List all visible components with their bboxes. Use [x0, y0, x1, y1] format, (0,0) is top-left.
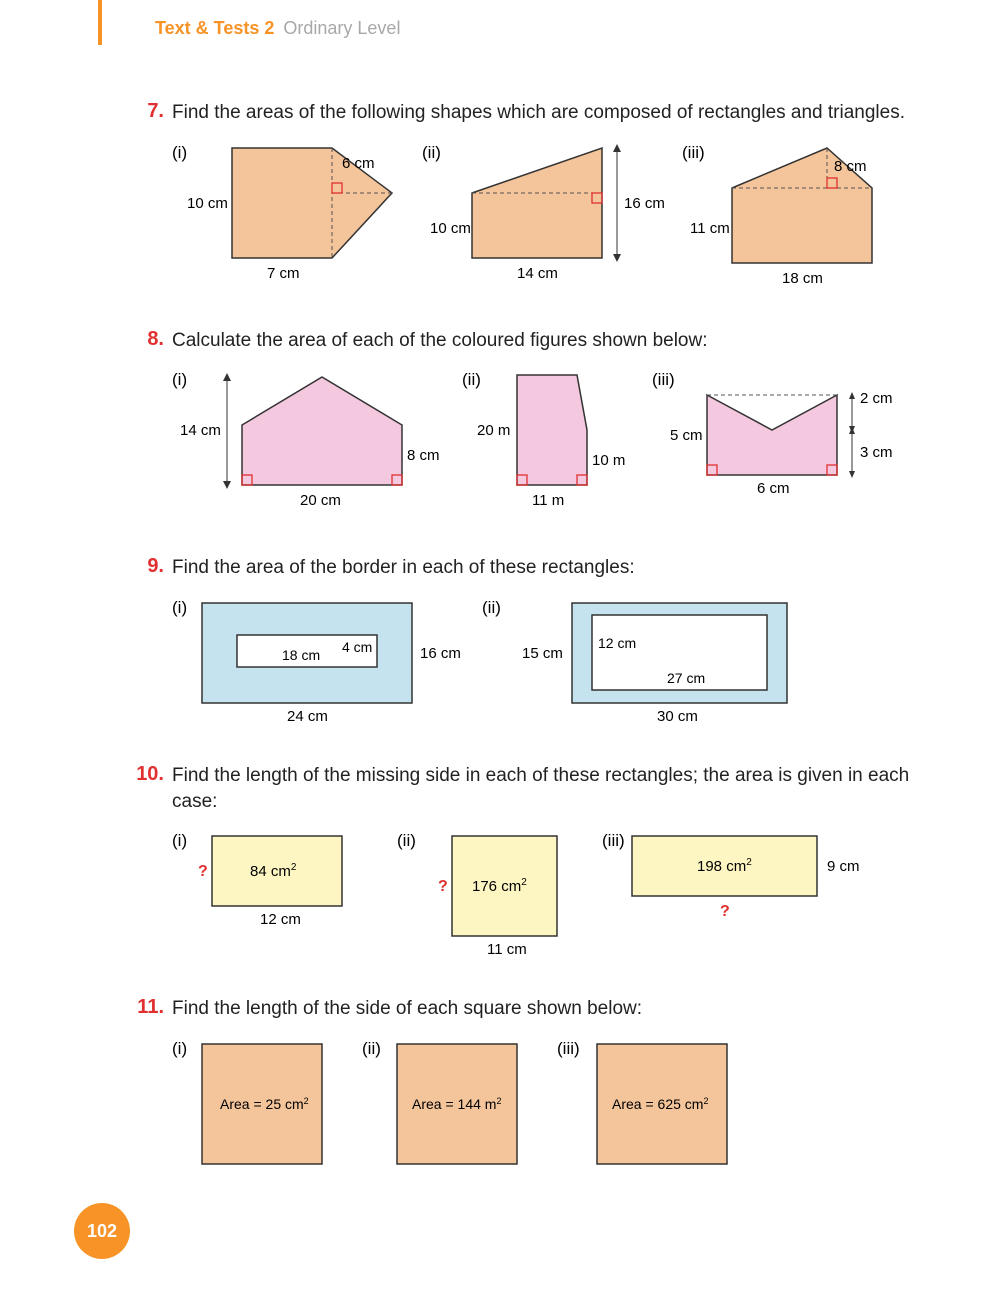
- question-9: 9. Find the area of the border in each o…: [130, 555, 910, 581]
- area-label: Area = 625 cm2: [612, 1096, 708, 1112]
- fig-label: (i): [172, 598, 187, 617]
- arrow-head: [223, 481, 231, 489]
- arrow-head: [613, 254, 621, 262]
- dim-label: 8 cm: [834, 158, 867, 175]
- area-label: 198 cm2: [697, 857, 752, 875]
- page-number-badge: 102: [74, 1203, 130, 1259]
- dim-label: 6 cm: [342, 155, 375, 172]
- arrow-head: [613, 144, 621, 152]
- q7-figures: (i) 6 cm 10 cm 7 cm (ii) 10 cm 16 cm 14 …: [172, 138, 910, 298]
- area-label: Area = 144 m2: [412, 1096, 501, 1112]
- question-number: 8.: [130, 328, 164, 354]
- missing-label: ?: [720, 903, 730, 920]
- dim-label: 18 cm: [282, 647, 320, 663]
- shape-ii: [472, 148, 602, 258]
- page-number: 102: [87, 1221, 117, 1242]
- dim-label: 16 cm: [420, 645, 461, 662]
- dim-label: 7 cm: [267, 265, 300, 282]
- fig-label: (iii): [557, 1039, 580, 1058]
- dim-label: 10 cm: [430, 220, 471, 237]
- question-text: Calculate the area of each of the colour…: [172, 328, 708, 354]
- dim-label: 6 cm: [757, 480, 790, 497]
- q7-svg: (i) 6 cm 10 cm 7 cm (ii) 10 cm 16 cm 14 …: [172, 138, 912, 298]
- page-header: Text & Tests 2 Ordinary Level: [155, 18, 400, 39]
- arrow-head: [223, 373, 231, 381]
- dim-label: 10 m: [592, 452, 625, 469]
- fig-label: (iii): [602, 831, 625, 850]
- area-label: Area = 25 cm2: [220, 1096, 309, 1112]
- dim-label: 11 cm: [487, 941, 527, 958]
- shape-i: [242, 377, 402, 485]
- dim-label: 15 cm: [522, 645, 563, 662]
- fig-label: (iii): [682, 143, 705, 162]
- fig-label: (i): [172, 1039, 187, 1058]
- page-content: 7. Find the areas of the following shape…: [130, 100, 910, 1204]
- dim-label: 4 cm: [342, 639, 372, 655]
- dim-label: 10 cm: [187, 195, 228, 212]
- dim-label: 9 cm: [827, 858, 860, 875]
- q10-figures: (i) ? 84 cm2 12 cm (ii) ? 176 cm2 11 cm …: [172, 826, 910, 966]
- question-text: Find the area of the border in each of t…: [172, 555, 635, 581]
- question-number: 10.: [130, 763, 164, 814]
- area-label: 84 cm2: [250, 862, 297, 880]
- question-text: Find the areas of the following shapes w…: [172, 100, 905, 126]
- q8-svg: (i) 14 cm 8 cm 20 cm (ii) 20 m 10 m 11 m…: [172, 365, 912, 525]
- fig-label: (ii): [362, 1039, 381, 1058]
- dim-label: 8 cm: [407, 447, 440, 464]
- fig-label: (i): [172, 143, 187, 162]
- question-number: 11.: [130, 996, 164, 1022]
- question-8: 8. Calculate the area of each of the col…: [130, 328, 910, 354]
- question-7: 7. Find the areas of the following shape…: [130, 100, 910, 126]
- q9-svg: (i) 18 cm 4 cm 16 cm 24 cm (ii) 15 cm 12…: [172, 593, 912, 733]
- fig-label: (ii): [397, 831, 416, 850]
- question-number: 7.: [130, 100, 164, 126]
- fig-label: (ii): [422, 143, 441, 162]
- arrow-head: [849, 392, 855, 399]
- q10-svg: (i) ? 84 cm2 12 cm (ii) ? 176 cm2 11 cm …: [172, 826, 912, 966]
- dim-label: 16 cm: [624, 195, 665, 212]
- q11-figures: (i) Area = 25 cm2 (ii) Area = 144 m2 (ii…: [172, 1034, 910, 1174]
- shape-ii: [517, 375, 587, 485]
- dim-label: 2 cm: [860, 390, 893, 407]
- dim-label: 30 cm: [657, 708, 698, 725]
- question-11: 11. Find the length of the side of each …: [130, 996, 910, 1022]
- book-subtitle: Ordinary Level: [283, 18, 400, 38]
- dim-label: 11 m: [532, 492, 564, 509]
- question-number: 9.: [130, 555, 164, 581]
- shape-iii: [707, 395, 837, 475]
- question-text: Find the length of the missing side in e…: [172, 763, 910, 814]
- dim-label: 11 cm: [690, 220, 730, 237]
- q8-figures: (i) 14 cm 8 cm 20 cm (ii) 20 m 10 m 11 m…: [172, 365, 910, 525]
- dim-label: 14 cm: [517, 265, 558, 282]
- q9-figures: (i) 18 cm 4 cm 16 cm 24 cm (ii) 15 cm 12…: [172, 593, 910, 733]
- dim-label: 5 cm: [670, 427, 703, 444]
- dim-label: 20 cm: [300, 492, 341, 509]
- dim-label: 27 cm: [667, 670, 705, 686]
- fig-label: (ii): [462, 370, 481, 389]
- fig-label: (iii): [652, 370, 675, 389]
- dim-label: 18 cm: [782, 270, 823, 287]
- dim-label: 12 cm: [598, 635, 636, 651]
- question-10: 10. Find the length of the missing side …: [130, 763, 910, 814]
- question-text: Find the length of the side of each squa…: [172, 996, 642, 1022]
- dim-label: 20 m: [477, 422, 510, 439]
- fig-label: (i): [172, 370, 187, 389]
- q11-svg: (i) Area = 25 cm2 (ii) Area = 144 m2 (ii…: [172, 1034, 912, 1174]
- fig-label: (i): [172, 831, 187, 850]
- dim-label: 24 cm: [287, 708, 328, 725]
- area-label: 176 cm2: [472, 877, 527, 895]
- fig-label: (ii): [482, 598, 501, 617]
- arrow-head: [849, 471, 855, 478]
- margin-accent: [98, 0, 102, 45]
- dim-label: 3 cm: [860, 444, 893, 461]
- book-title: Text & Tests 2: [155, 18, 274, 38]
- dim-label: 14 cm: [180, 422, 221, 439]
- dim-label: 12 cm: [260, 911, 301, 928]
- missing-label: ?: [438, 878, 448, 895]
- missing-label: ?: [198, 863, 208, 880]
